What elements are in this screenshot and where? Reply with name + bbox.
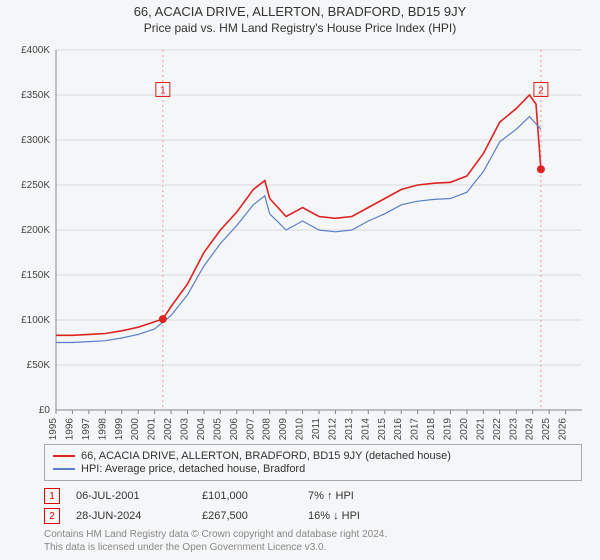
svg-text:2: 2 — [538, 86, 544, 97]
svg-text:2005: 2005 — [212, 418, 223, 441]
svg-text:£350K: £350K — [21, 90, 50, 101]
svg-text:2009: 2009 — [278, 418, 289, 441]
svg-text:2006: 2006 — [229, 418, 240, 441]
svg-text:2016: 2016 — [393, 418, 404, 441]
svg-text:2025: 2025 — [541, 418, 552, 441]
svg-text:2012: 2012 — [327, 418, 338, 441]
svg-text:£200K: £200K — [21, 225, 50, 236]
sale-price: £267,500 — [202, 510, 292, 522]
legend-row: 66, ACACIA DRIVE, ALLERTON, BRADFORD, BD… — [53, 450, 573, 462]
legend-label: HPI: Average price, detached house, Brad… — [81, 463, 305, 475]
svg-text:1996: 1996 — [64, 418, 75, 441]
svg-text:2018: 2018 — [426, 418, 437, 441]
svg-text:1999: 1999 — [114, 418, 125, 441]
svg-text:2023: 2023 — [508, 418, 519, 441]
legend-swatch — [53, 468, 75, 470]
svg-text:1: 1 — [160, 86, 166, 97]
svg-text:£0: £0 — [39, 405, 51, 416]
sale-date: 28-JUN-2024 — [76, 510, 186, 522]
sale-marker-icon: 1 — [44, 488, 60, 504]
svg-text:2014: 2014 — [360, 418, 371, 441]
svg-text:2022: 2022 — [492, 418, 503, 441]
svg-text:£100K: £100K — [21, 315, 50, 326]
svg-text:£300K: £300K — [21, 135, 50, 146]
svg-text:2004: 2004 — [196, 418, 207, 441]
copyright-note: Contains HM Land Registry data © Crown c… — [44, 529, 582, 554]
svg-text:2000: 2000 — [130, 418, 141, 441]
sale-record: 2 28-JUN-2024 £267,500 16% ↓ HPI — [44, 508, 360, 524]
svg-text:£400K: £400K — [21, 45, 50, 56]
svg-text:£150K: £150K — [21, 270, 50, 281]
sale-price: £101,000 — [202, 490, 292, 502]
legend: 66, ACACIA DRIVE, ALLERTON, BRADFORD, BD… — [44, 444, 582, 481]
legend-label: 66, ACACIA DRIVE, ALLERTON, BRADFORD, BD… — [81, 450, 451, 462]
svg-text:2017: 2017 — [410, 418, 421, 441]
svg-text:2015: 2015 — [377, 418, 388, 441]
legend-swatch — [53, 455, 75, 457]
svg-text:£250K: £250K — [21, 180, 50, 191]
price-chart: £0 £50K £100K £150K £200K £250K £300K £350K £400… — [0, 0, 600, 444]
sale-vs-hpi: 7% ↑ HPI — [308, 490, 354, 502]
sale-marker-icon: 2 — [44, 508, 60, 524]
svg-text:£50K: £50K — [27, 360, 51, 371]
svg-text:2013: 2013 — [344, 418, 355, 441]
svg-text:2007: 2007 — [245, 418, 256, 441]
svg-text:2011: 2011 — [311, 418, 322, 440]
svg-text:2008: 2008 — [262, 418, 273, 441]
svg-text:2024: 2024 — [525, 418, 536, 441]
svg-text:2021: 2021 — [475, 418, 486, 441]
svg-text:2003: 2003 — [180, 418, 191, 441]
sale-date: 06-JUL-2001 — [76, 490, 186, 502]
svg-text:2010: 2010 — [295, 418, 306, 441]
svg-text:1995: 1995 — [48, 418, 59, 441]
legend-row: HPI: Average price, detached house, Brad… — [53, 463, 573, 475]
sale-vs-hpi: 16% ↓ HPI — [308, 510, 360, 522]
svg-text:2026: 2026 — [558, 418, 569, 441]
svg-text:2002: 2002 — [163, 418, 174, 441]
svg-text:2020: 2020 — [459, 418, 470, 441]
svg-text:1997: 1997 — [81, 418, 92, 441]
svg-text:2019: 2019 — [443, 418, 454, 441]
svg-text:1998: 1998 — [97, 418, 108, 441]
svg-text:2001: 2001 — [147, 418, 158, 441]
sale-record: 1 06-JUL-2001 £101,000 7% ↑ HPI — [44, 488, 354, 504]
